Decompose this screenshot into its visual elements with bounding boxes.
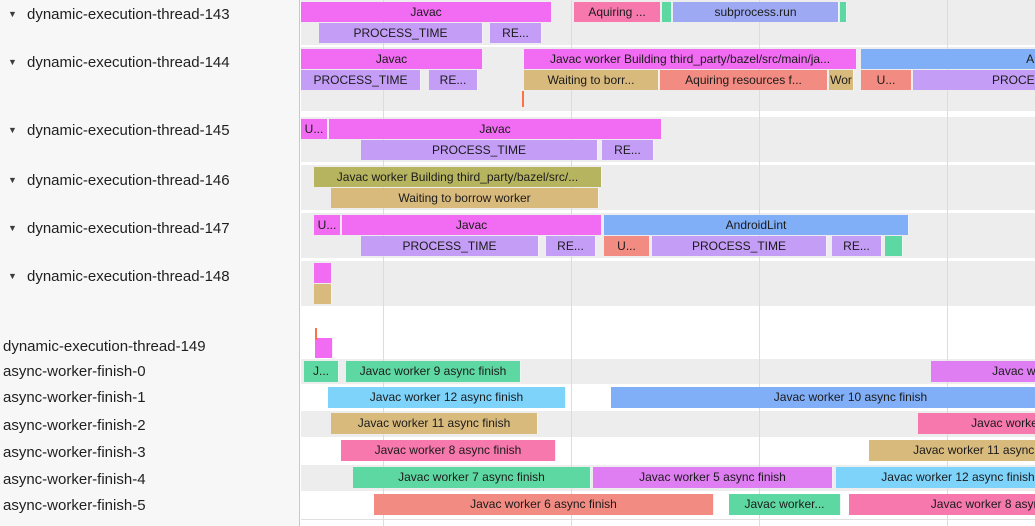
gridline: [759, 0, 760, 526]
timeline-span[interactable]: Javac worker Building third_party/bazel/…: [524, 49, 857, 69]
timeline-span[interactable]: PROCESS_TIME: [652, 236, 827, 256]
track-name-label[interactable]: async-worker-finish-4: [3, 470, 146, 488]
track-divider: [301, 519, 1035, 520]
timeline-span[interactable]: J...: [304, 361, 339, 382]
track-name-label[interactable]: async-worker-finish-1: [3, 388, 146, 406]
track-name-label[interactable]: dynamic-execution-thread-146: [27, 171, 230, 189]
track-name-label[interactable]: async-worker-finish-2: [3, 416, 146, 434]
timeline-span[interactable]: Javac: [329, 119, 662, 139]
timeline-span[interactable]: PROCESS_TIME: [913, 70, 1035, 90]
timeline-span[interactable]: U...: [604, 236, 650, 256]
instant-event-marker[interactable]: [522, 91, 524, 107]
timeline-span[interactable]: U...: [314, 215, 341, 235]
timeline-span[interactable]: RE...: [832, 236, 882, 256]
track-name-label[interactable]: dynamic-execution-thread-149: [3, 337, 206, 355]
timeline-span[interactable]: Javac worker 6 async finish: [374, 494, 714, 515]
timeline-span[interactable]: Javac worke...: [918, 413, 1035, 434]
sidebar-track-row: async-worker-finish-4: [0, 469, 146, 489]
timeline-span[interactable]: RE...: [546, 236, 596, 256]
timeline-canvas[interactable]: Javac Aquiring ... subprocess.run PROCESS_T…: [301, 0, 1035, 526]
track-name-label[interactable]: dynamic-execution-thread-145: [27, 121, 230, 139]
timeline-span[interactable]: U...: [861, 70, 912, 90]
timeline-span[interactable]: Javac: [301, 2, 552, 22]
collapse-arrow-icon[interactable]: ▼: [8, 9, 17, 19]
sidebar-track-row: ▼ dynamic-execution-thread-144: [0, 52, 230, 72]
timeline-span[interactable]: [885, 236, 903, 256]
track-name-label[interactable]: dynamic-execution-thread-148: [27, 267, 230, 285]
instant-event-marker[interactable]: [315, 328, 317, 340]
timeline-span[interactable]: Javac worker 11 async finish: [331, 413, 538, 434]
timeline-span[interactable]: Javac worker 12 async finish: [836, 467, 1035, 488]
sidebar-track-row: async-worker-finish-3: [0, 442, 146, 462]
collapse-arrow-icon[interactable]: ▼: [8, 271, 17, 281]
track-name-label[interactable]: async-worker-finish-3: [3, 443, 146, 461]
timeline-span[interactable]: AndroidLint: [861, 49, 1035, 69]
collapse-arrow-icon[interactable]: ▼: [8, 125, 17, 135]
timeline-span[interactable]: Javac worker...: [729, 494, 841, 515]
timeline-span[interactable]: Javac worker 8 async finish: [341, 440, 556, 461]
sidebar-track-row: ▼ dynamic-execution-thread-143: [0, 4, 230, 24]
sidebar-track-row: async-worker-finish-5: [0, 495, 146, 515]
sidebar-track-row: async-worker-finish-1: [0, 387, 146, 407]
track-sidebar: ▼ dynamic-execution-thread-143 ▼ dynamic-ex…: [0, 0, 300, 526]
timeline-span[interactable]: Javac w...: [931, 361, 1035, 382]
timeline-span[interactable]: Javac worker 10 async finish: [611, 387, 1035, 408]
timeline-span[interactable]: [840, 2, 847, 22]
timeline-span[interactable]: RE...: [490, 23, 542, 43]
timeline-span[interactable]: PROCESS_TIME: [361, 140, 598, 160]
timeline-span[interactable]: AndroidLint: [604, 215, 909, 235]
timeline-span[interactable]: Javac: [301, 49, 483, 69]
sidebar-track-row: ▼ dynamic-execution-thread-146: [0, 170, 230, 190]
track-name-label[interactable]: dynamic-execution-thread-144: [27, 53, 230, 71]
sidebar-track-row: ▼ dynamic-execution-thread-148: [0, 266, 230, 286]
timeline-span[interactable]: U...: [301, 119, 328, 139]
timeline-span[interactable]: Waiting to borr...: [524, 70, 659, 90]
timeline-span[interactable]: PROCESS_TIME: [301, 70, 421, 90]
sidebar-track-row: async-worker-finish-0: [0, 361, 146, 381]
timeline-span[interactable]: subprocess.run: [673, 2, 839, 22]
track-name-label[interactable]: dynamic-execution-thread-143: [27, 5, 230, 23]
sidebar-track-row: ▼ dynamic-execution-thread-145: [0, 120, 230, 140]
timeline-span[interactable]: [314, 284, 332, 304]
timeline-span[interactable]: PROCESS_TIME: [319, 23, 483, 43]
timeline-span[interactable]: Javac worker 5 async finish: [593, 467, 833, 488]
timeline-span[interactable]: Javac worker 7 async finish: [353, 467, 591, 488]
timeline-span[interactable]: Aquiring ...: [574, 2, 661, 22]
timeline-span[interactable]: [314, 263, 332, 283]
track-name-label[interactable]: async-worker-finish-0: [3, 362, 146, 380]
timeline-span[interactable]: Javac worker 11 async f...: [869, 440, 1035, 461]
timeline-span[interactable]: Javac worker 12 async finish: [328, 387, 566, 408]
timeline-span[interactable]: PROCESS_TIME: [361, 236, 539, 256]
collapse-arrow-icon[interactable]: ▼: [8, 175, 17, 185]
sidebar-track-row: async-worker-finish-2: [0, 415, 146, 435]
timeline-span[interactable]: Waiting to borrow worker: [331, 188, 599, 208]
timeline-span[interactable]: Javac: [342, 215, 602, 235]
timeline-span[interactable]: RE...: [602, 140, 654, 160]
timeline-span[interactable]: Javac worker Building third_party/bazel/…: [314, 167, 602, 187]
track-lane-dynamic-execution-thread-148: [301, 261, 1035, 306]
track-name-label[interactable]: dynamic-execution-thread-147: [27, 219, 230, 237]
track-name-label[interactable]: async-worker-finish-5: [3, 496, 146, 514]
timeline-span[interactable]: RE...: [429, 70, 478, 90]
timeline-span[interactable]: Javac worker 8 asyn...: [849, 494, 1035, 515]
sidebar-track-row: ▼ dynamic-execution-thread-147: [0, 218, 230, 238]
timeline-span[interactable]: Wor: [829, 70, 854, 90]
timeline-span[interactable]: Javac worker 9 async finish: [346, 361, 521, 382]
timeline-span[interactable]: Aquiring resources f...: [660, 70, 828, 90]
gridline: [383, 0, 384, 526]
sidebar-track-row: dynamic-execution-thread-149: [0, 336, 206, 356]
gridline: [947, 0, 948, 526]
collapse-arrow-icon[interactable]: ▼: [8, 57, 17, 67]
collapse-arrow-icon[interactable]: ▼: [8, 223, 17, 233]
gridline: [571, 0, 572, 526]
timeline-span[interactable]: [662, 2, 672, 22]
timeline-span[interactable]: [315, 338, 333, 358]
